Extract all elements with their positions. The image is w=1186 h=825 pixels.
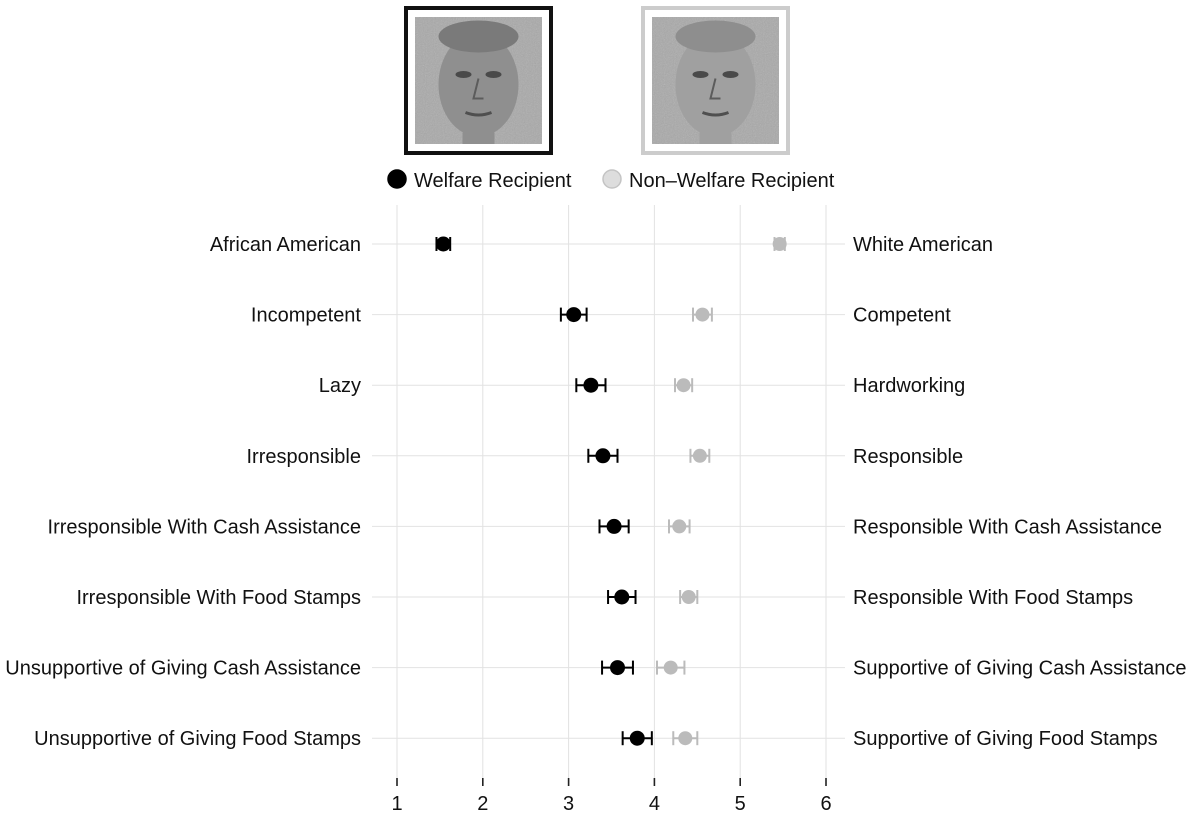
face-eye bbox=[485, 71, 502, 78]
point-non-welfare bbox=[672, 519, 687, 534]
face-images bbox=[404, 6, 790, 155]
x-axis: 1 2 3 4 5 6 bbox=[391, 778, 832, 815]
face-hair bbox=[675, 20, 756, 53]
face-mouth bbox=[464, 111, 493, 117]
point-welfare bbox=[583, 377, 599, 393]
row-label-left: Unsupportive of Giving Cash Assistance bbox=[5, 658, 361, 680]
point-welfare bbox=[595, 448, 611, 464]
face-head bbox=[438, 32, 519, 137]
point-non-welfare bbox=[695, 307, 710, 322]
x-tick-label: 1 bbox=[391, 793, 402, 815]
grid bbox=[372, 205, 845, 778]
face-eye bbox=[455, 71, 472, 78]
face-head bbox=[675, 32, 756, 137]
face-neck bbox=[462, 132, 495, 144]
face-mouth bbox=[701, 111, 730, 117]
face-hair bbox=[438, 20, 519, 53]
row-label-right: Responsible With Cash Assistance bbox=[853, 516, 1162, 538]
row-label-right: White American bbox=[853, 234, 993, 256]
point-welfare bbox=[629, 730, 645, 746]
rows: African American White American Incompeten… bbox=[5, 234, 1186, 750]
row-label-left: Lazy bbox=[319, 375, 361, 397]
row-label-right: Competent bbox=[853, 305, 951, 327]
x-tick-label: 4 bbox=[649, 793, 660, 815]
legend-label-welfare: Welfare Recipient bbox=[414, 170, 572, 192]
face-nose bbox=[709, 78, 721, 100]
face-eye bbox=[692, 71, 709, 78]
x-tick-label: 6 bbox=[820, 793, 831, 815]
row-label-left: Incompetent bbox=[251, 305, 362, 327]
row-label-right: Responsible With Food Stamps bbox=[853, 587, 1133, 609]
row-label-left: Unsupportive of Giving Food Stamps bbox=[34, 728, 361, 750]
point-welfare bbox=[606, 518, 622, 534]
non-welfare-recipient-face-image bbox=[641, 6, 790, 155]
point-non-welfare bbox=[676, 378, 691, 393]
legend-label-non-welfare: Non–Welfare Recipient bbox=[629, 170, 835, 192]
face-neck bbox=[699, 132, 732, 144]
point-welfare bbox=[435, 236, 451, 252]
row-label-right: Hardworking bbox=[853, 375, 965, 397]
x-tick-label: 3 bbox=[563, 793, 574, 815]
point-non-welfare bbox=[692, 448, 707, 463]
legend: Welfare Recipient Non–Welfare Recipient bbox=[387, 169, 835, 192]
point-welfare bbox=[610, 660, 626, 676]
point-non-welfare bbox=[681, 590, 696, 604]
row-label-left: Irresponsible bbox=[246, 446, 361, 468]
legend-marker-non-welfare bbox=[602, 169, 622, 189]
face-nose bbox=[472, 78, 484, 100]
x-tick-label: 2 bbox=[477, 793, 488, 815]
point-welfare bbox=[566, 307, 582, 323]
row-label-left: African American bbox=[210, 234, 361, 256]
row-label-left: Irresponsible With Cash Assistance bbox=[48, 516, 361, 538]
row-label-left: Irresponsible With Food Stamps bbox=[76, 587, 361, 609]
row-label-right: Supportive of Giving Food Stamps bbox=[853, 728, 1158, 750]
x-tick-label: 5 bbox=[735, 793, 746, 815]
welfare-recipient-face-image bbox=[404, 6, 553, 155]
point-non-welfare bbox=[678, 731, 693, 746]
point-non-welfare bbox=[772, 237, 787, 251]
row-label-right: Supportive of Giving Cash Assistance bbox=[853, 658, 1186, 680]
face-eye bbox=[722, 71, 739, 78]
legend-marker-welfare bbox=[387, 169, 407, 189]
row-label-right: Responsible bbox=[853, 446, 963, 468]
point-non-welfare bbox=[663, 660, 678, 675]
point-welfare bbox=[614, 589, 630, 605]
